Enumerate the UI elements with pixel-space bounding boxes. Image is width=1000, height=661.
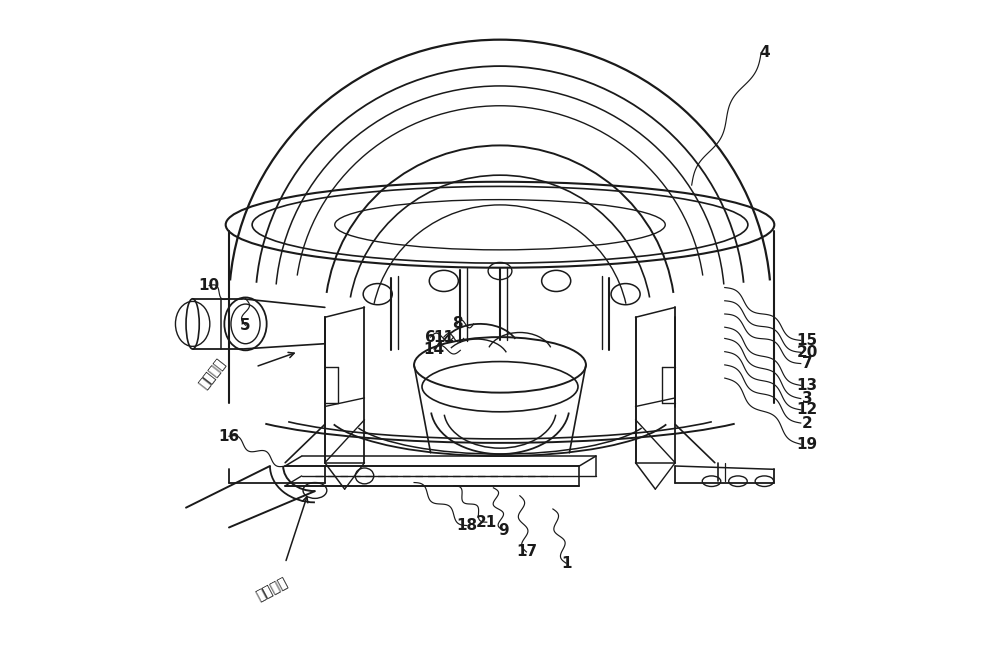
Text: 19: 19 (797, 437, 818, 451)
Text: 13: 13 (797, 378, 818, 393)
Text: 1: 1 (561, 556, 571, 570)
Text: 6: 6 (425, 330, 436, 344)
Text: 21: 21 (476, 515, 497, 529)
Text: 9: 9 (498, 523, 509, 537)
Text: 14: 14 (423, 342, 444, 356)
Text: 7: 7 (802, 356, 813, 371)
Text: 16: 16 (218, 429, 240, 444)
Text: 18: 18 (456, 518, 478, 533)
Text: 20: 20 (797, 345, 818, 360)
Text: 5: 5 (240, 318, 251, 332)
Text: 10: 10 (199, 278, 220, 293)
Text: 水泵排出: 水泵排出 (254, 576, 290, 603)
Text: 17: 17 (516, 545, 537, 559)
Text: 3: 3 (802, 391, 813, 406)
Text: 12: 12 (797, 403, 818, 417)
Text: 15: 15 (797, 333, 818, 348)
Text: 2: 2 (802, 416, 813, 430)
Text: 4: 4 (759, 46, 770, 60)
Text: 水泵泵入: 水泵泵入 (197, 356, 228, 391)
Text: 8: 8 (452, 317, 462, 331)
Text: 11: 11 (433, 330, 454, 344)
